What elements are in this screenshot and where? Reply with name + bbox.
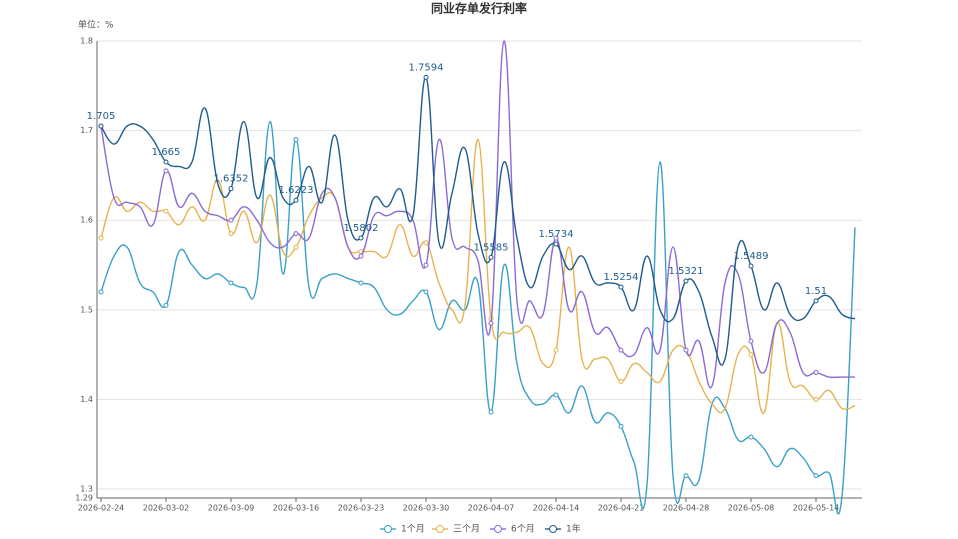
data-label: 1.6352: [214, 174, 249, 185]
series-line: [100, 40, 855, 389]
data-label: 1.5802: [344, 223, 379, 234]
point: [748, 338, 754, 344]
data-label: 1.5585: [474, 242, 509, 253]
point: [423, 240, 429, 246]
x-tick-label: 2026-03-30: [403, 504, 450, 513]
point: [618, 284, 624, 290]
data-label: 1.6223: [279, 185, 314, 196]
y-tick-label: 1.3: [80, 485, 93, 494]
point: [98, 123, 104, 129]
y-tick-label: 1.8: [80, 37, 93, 46]
point: [748, 434, 754, 440]
point: [98, 289, 104, 295]
point: [488, 254, 494, 260]
series-line: [100, 120, 856, 515]
legend-label: 6个月: [511, 524, 535, 535]
x-tick-label: 2026-02-24: [78, 504, 125, 513]
point: [683, 473, 689, 479]
point: [358, 253, 364, 259]
x-tick-label: 2026-03-16: [273, 504, 320, 513]
x-tick-label: 2026-04-14: [533, 504, 580, 513]
point: [618, 379, 624, 385]
point: [423, 289, 429, 295]
data-label: 1.705: [87, 111, 116, 122]
data-label: 1.5489: [734, 251, 769, 262]
point: [228, 280, 234, 286]
y-tick-label: 1.7: [80, 126, 93, 135]
point: [618, 423, 624, 429]
point: [98, 235, 104, 241]
data-label: 1.5321: [669, 266, 704, 277]
point: [683, 278, 689, 284]
data-label: 1.51: [805, 286, 827, 297]
y-tick-label: 1.6: [80, 216, 93, 225]
point: [813, 396, 819, 402]
point: [423, 74, 429, 80]
point: [163, 208, 169, 214]
point: [358, 235, 364, 241]
x-tick-label: 2026-04-21: [598, 504, 645, 513]
x-tick-label: 2026-05-14: [793, 504, 840, 513]
point: [423, 262, 429, 268]
point: [553, 392, 559, 398]
point: [293, 197, 299, 203]
legend-marker: [494, 525, 502, 533]
point: [553, 241, 559, 247]
point: [553, 235, 559, 241]
point: [228, 231, 234, 237]
legend-marker: [384, 525, 392, 533]
point: [488, 320, 494, 326]
point: [163, 159, 169, 165]
legend-label: 三个月: [453, 524, 480, 535]
point: [683, 347, 689, 353]
x-tick-label: 2026-04-07: [468, 504, 515, 513]
point: [488, 409, 494, 415]
point: [293, 244, 299, 250]
y-tick-label: 1.4: [80, 395, 93, 404]
point: [293, 231, 299, 237]
point: [228, 186, 234, 192]
data-label: 1.5254: [604, 272, 639, 283]
legend-marker: [436, 525, 444, 533]
chart-title: 同业存单发行利率: [431, 1, 527, 16]
y-tick-label: 1.5: [80, 305, 93, 314]
point: [813, 473, 819, 479]
point: [553, 347, 559, 353]
point: [358, 280, 364, 286]
legend-label: 1个月: [401, 524, 425, 535]
x-tick-label: 2026-03-09: [208, 504, 255, 513]
x-tick-label: 2026-04-28: [663, 504, 710, 513]
point: [163, 302, 169, 308]
point: [293, 137, 299, 143]
point: [813, 298, 819, 304]
legend-label: 1年: [566, 523, 581, 535]
point: [748, 352, 754, 358]
data-label: 1.665: [152, 147, 181, 158]
x-tick-label: 2026-05-08: [728, 504, 775, 513]
point: [163, 168, 169, 174]
point: [228, 217, 234, 223]
series-line: [100, 76, 856, 366]
data-label: 1.7594: [409, 62, 444, 73]
y-tick-label: 1.29: [75, 494, 93, 503]
x-tick-label: 2026-03-02: [143, 504, 190, 513]
x-tick-label: 2026-03-23: [338, 504, 385, 513]
point: [748, 263, 754, 269]
data-label: 1.5734: [539, 229, 574, 240]
point: [618, 347, 624, 353]
legend-marker: [549, 525, 557, 533]
point: [813, 370, 819, 376]
y-axis-label: 单位：%: [78, 19, 114, 31]
